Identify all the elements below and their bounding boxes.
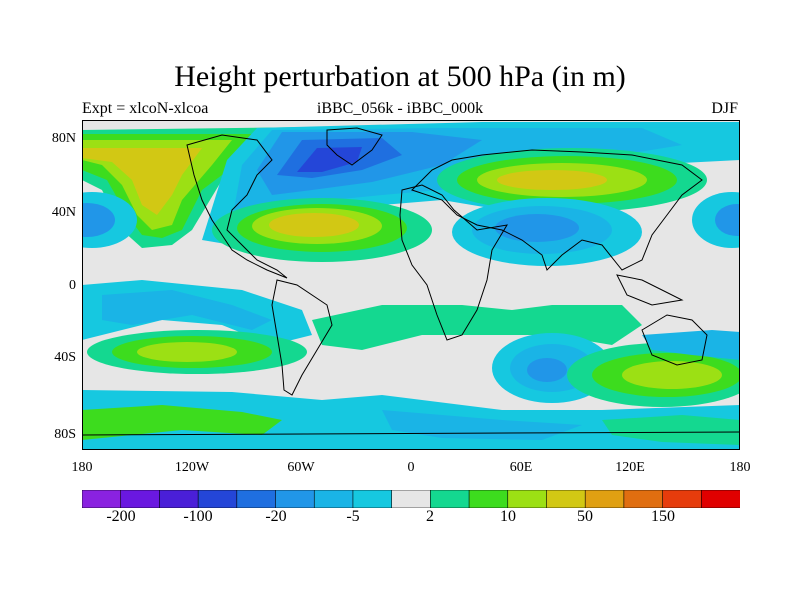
colorbar-swatch xyxy=(623,490,664,508)
colorbar-swatch xyxy=(120,490,161,508)
colorbar-swatch xyxy=(275,490,315,508)
map-title: Height perturbation at 500 hPa (in m) xyxy=(174,60,626,93)
colorbar-swatch xyxy=(313,490,354,508)
colorbar-tick-label: 2 xyxy=(426,508,434,525)
y-tick-label: 40N xyxy=(51,205,76,220)
x-tick-label: 60W xyxy=(287,460,315,475)
experiment-label: Expt = xlcoN-xlcoa xyxy=(82,100,209,117)
colorbar xyxy=(82,490,740,508)
colorbar-swatch xyxy=(507,490,548,508)
central-asia-low xyxy=(452,198,642,266)
coastlines xyxy=(82,127,740,436)
southern-ocean-high-patch xyxy=(82,405,282,440)
north-atlantic-high xyxy=(212,198,432,262)
south-pacific-high xyxy=(87,330,307,374)
height-perturbation-map xyxy=(82,120,740,450)
colorbar-swatch xyxy=(197,490,238,508)
colorbar-tick-label: 50 xyxy=(577,508,593,525)
colorbar-swatch xyxy=(546,490,586,508)
y-tick-label: 80S xyxy=(54,427,76,442)
colorbar-swatch xyxy=(236,490,277,508)
colorbar-swatch xyxy=(159,490,199,508)
x-tick-label: 60E xyxy=(509,460,533,475)
colorbar-swatch xyxy=(430,490,470,508)
colorbar-swatch xyxy=(391,490,431,508)
colorbar-swatch xyxy=(662,490,702,508)
colorbar-tick-label: 150 xyxy=(651,508,675,525)
run-difference-label: iBBC_056k - iBBC_000k xyxy=(316,100,484,117)
y-tick-label: 0 xyxy=(69,278,76,293)
colorbar-tick-label: -100 xyxy=(183,508,213,525)
colorbar-tick-label: 10 xyxy=(500,508,516,525)
colorbar-tick-label: -5 xyxy=(346,508,360,525)
colorbar-tick-label: -20 xyxy=(265,508,287,525)
antarctic-high-patch xyxy=(602,415,740,445)
x-tick-label: 120W xyxy=(174,460,210,475)
y-tick-label: 40S xyxy=(54,350,76,365)
colorbar-swatch xyxy=(700,490,740,508)
colorbar-swatch xyxy=(352,490,393,508)
colorbar-swatch xyxy=(468,490,509,508)
x-tick-label: 120E xyxy=(615,460,645,475)
colorbar-swatch xyxy=(82,490,122,508)
south-pacific-low-core xyxy=(102,290,272,330)
south-west-pacific-low xyxy=(642,330,740,360)
north-pacific-low xyxy=(82,192,740,248)
x-tick-label: 0 xyxy=(407,460,415,475)
x-tick-label: 180 xyxy=(729,460,751,475)
x-tick-label: 180 xyxy=(71,460,93,475)
australia-high xyxy=(567,343,740,407)
eurasia-high xyxy=(437,148,707,212)
map-frame xyxy=(82,120,740,450)
colorbar-swatch xyxy=(584,490,625,508)
south-atlantic-high-band xyxy=(312,305,642,350)
colorbar-tick-label: -200 xyxy=(106,508,136,525)
y-tick-label: 80N xyxy=(51,131,76,146)
season-label: DJF xyxy=(711,100,738,117)
